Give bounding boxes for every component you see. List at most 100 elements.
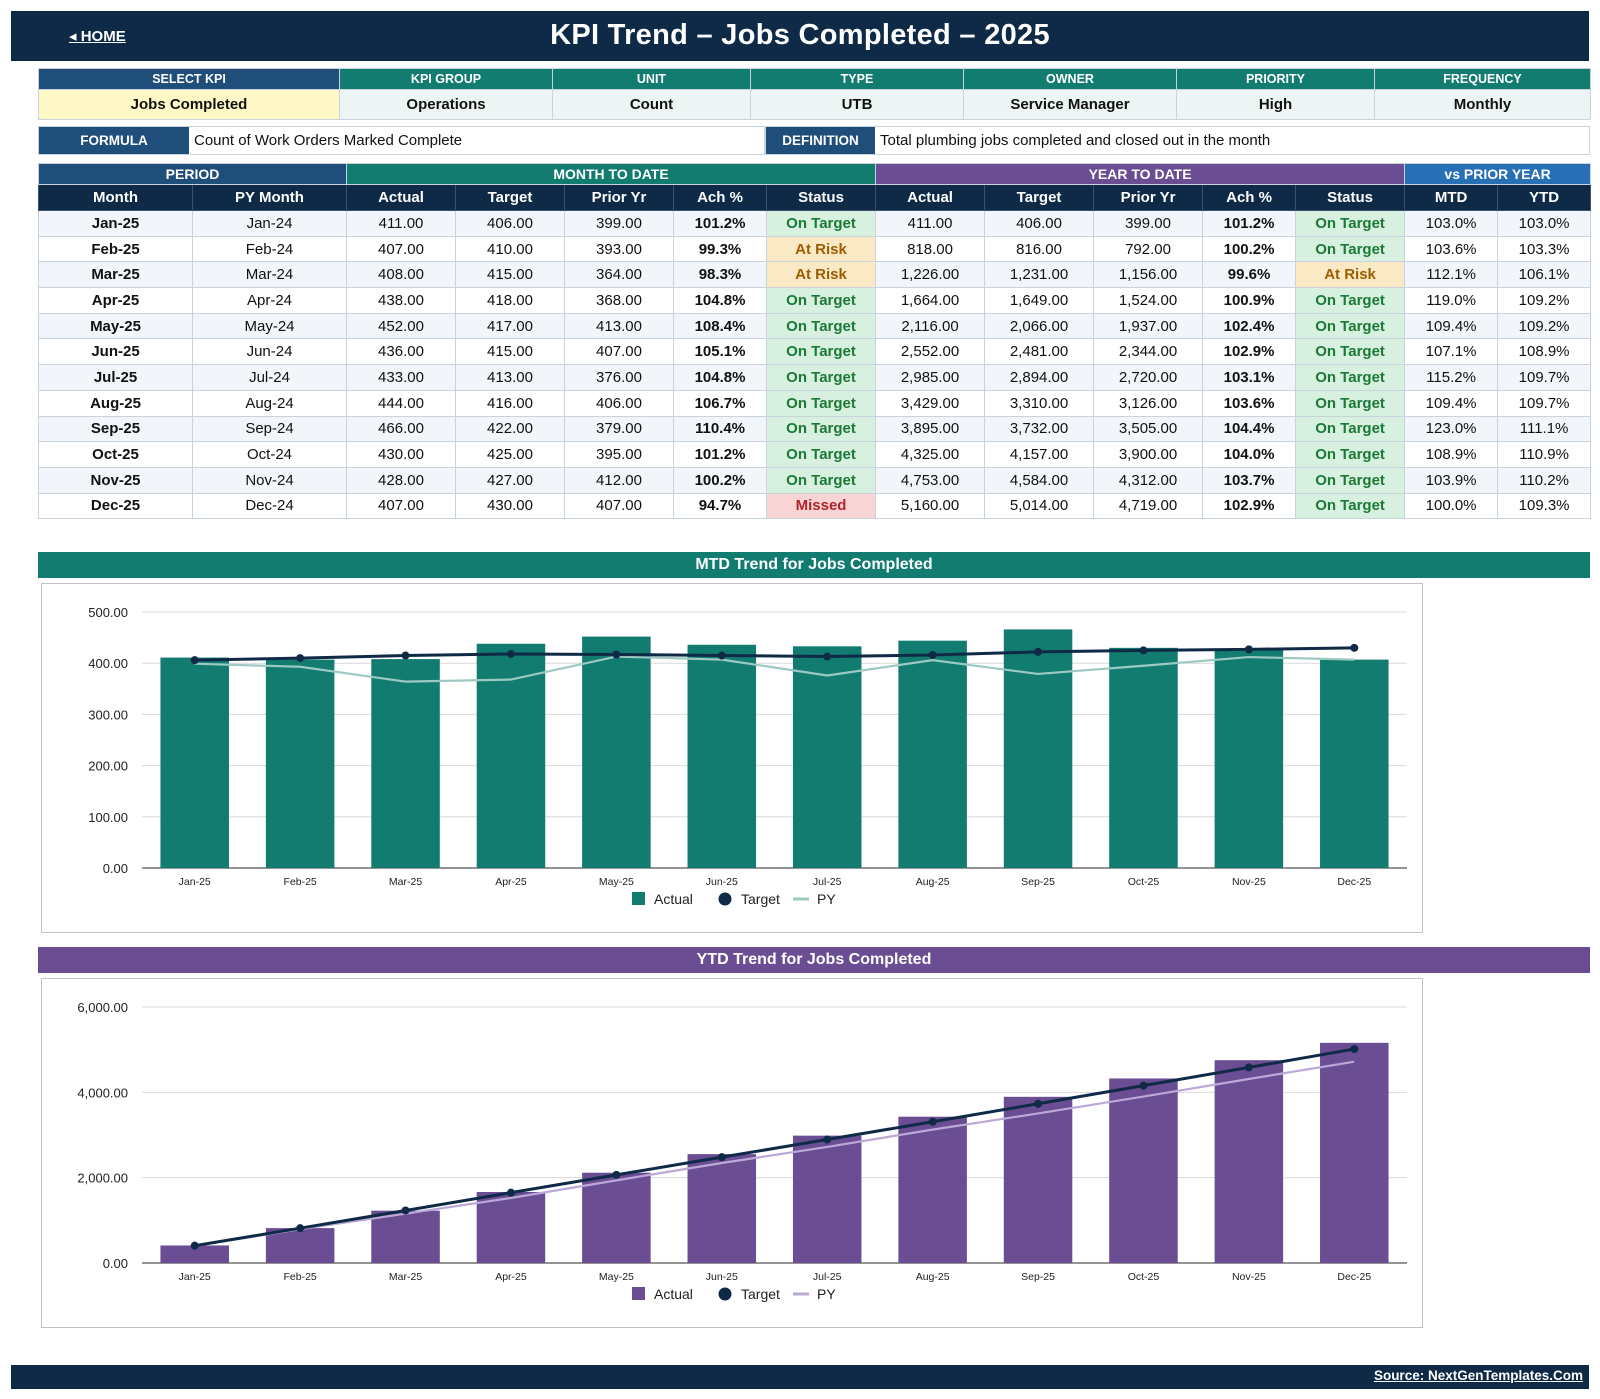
cell-ytd-target: 3,310.00	[984, 389, 1095, 417]
cell-ytd-status: On Target	[1295, 287, 1406, 314]
cell-py-month: Nov-24	[192, 466, 347, 494]
mtd-chart-svg: 0.00 100.00 200.00 300.00 400.00 500.00 Jan-25…	[88, 605, 1407, 907]
cell-ytd-status: At Risk	[1295, 261, 1406, 289]
cell-mtd-ach: 105.1%	[673, 338, 767, 366]
legend-target-swatch	[718, 1287, 732, 1301]
table-row: Dec-25 Dec-24 407.00 430.00 407.00 94.7% Misse…	[38, 492, 1592, 520]
col-header-month: Month	[38, 184, 193, 211]
cell-mtd-target: 427.00	[455, 466, 565, 494]
cell-mtd-target: 415.00	[455, 261, 565, 289]
cell-mtd-prior-yr: 368.00	[564, 287, 674, 314]
cell-py-month: May-24	[192, 312, 347, 340]
point-target	[401, 651, 410, 660]
cell-vs-py-ytd: 103.0%	[1497, 210, 1592, 237]
group-mtd: MONTH TO DATE	[345, 163, 877, 185]
bar-actual	[1003, 629, 1073, 868]
x-tick-label: Feb-25	[283, 1271, 316, 1283]
cell-ytd-prior-yr: 1,937.00	[1093, 312, 1204, 340]
cell-ytd-ach: 99.6%	[1202, 261, 1297, 289]
cell-py-month: Mar-24	[192, 261, 347, 289]
cell-py-month: Jun-24	[192, 338, 347, 366]
cell-ytd-target: 4,584.00	[984, 466, 1095, 494]
cell-mtd-prior-yr: 412.00	[564, 466, 674, 494]
cell-ytd-ach: 103.7%	[1202, 466, 1297, 494]
cell-ytd-ach: 102.9%	[1202, 492, 1297, 520]
cell-py-month: Jan-24	[192, 210, 347, 237]
bar-actual	[1320, 1042, 1389, 1263]
kpi-select-dropdown[interactable]: Jobs Completed	[38, 89, 340, 120]
y-tick-label: 100.00	[88, 810, 128, 825]
bar-actual	[1214, 1060, 1284, 1263]
cell-mtd-prior-yr: 395.00	[564, 441, 674, 468]
footer-bar: Source: NextGenTemplates.Com	[11, 1365, 1589, 1389]
cell-vs-py-mtd: 112.1%	[1404, 261, 1499, 289]
source-link[interactable]: Source: NextGenTemplates.Com	[1373, 1368, 1583, 1383]
x-tick-label: Jul-25	[813, 1271, 842, 1283]
kpi-group-header: KPI GROUP	[339, 68, 553, 90]
cell-ytd-prior-yr: 792.00	[1093, 235, 1204, 263]
group-vs-prior-year: vs PRIOR YEAR	[1404, 163, 1592, 185]
cell-vs-py-mtd: 119.0%	[1404, 287, 1499, 314]
line-target	[194, 1047, 1355, 1248]
col-header-mtd-target: Target	[455, 184, 565, 211]
bar-actual	[582, 636, 651, 868]
cell-ytd-status: On Target	[1295, 312, 1406, 340]
formula-label: FORMULA	[39, 127, 189, 154]
cell-ytd-prior-yr: 1,156.00	[1093, 261, 1204, 289]
cell-ytd-target: 816.00	[984, 235, 1095, 263]
cell-month: Sep-25	[38, 415, 193, 443]
cell-vs-py-ytd: 111.1%	[1497, 415, 1592, 443]
cell-mtd-prior-yr: 407.00	[564, 492, 674, 520]
point-target	[296, 1224, 305, 1233]
table-row: Nov-25 Nov-24 428.00 427.00 412.00 100.2% On T…	[38, 466, 1592, 494]
cell-mtd-ach: 99.3%	[673, 235, 767, 263]
cell-vs-py-mtd: 108.9%	[1404, 441, 1499, 468]
cell-vs-py-ytd: 106.1%	[1497, 261, 1592, 289]
cell-ytd-status: On Target	[1295, 389, 1406, 417]
cell-vs-py-ytd: 110.2%	[1497, 466, 1592, 494]
bar-actual	[1109, 1078, 1178, 1263]
cell-mtd-status: On Target	[765, 389, 877, 417]
cell-mtd-ach: 110.4%	[673, 415, 767, 443]
cell-vs-py-mtd: 115.2%	[1404, 364, 1499, 391]
cell-ytd-prior-yr: 3,900.00	[1093, 441, 1204, 468]
cell-ytd-status: On Target	[1295, 466, 1406, 494]
cell-mtd-actual: 433.00	[346, 364, 456, 391]
cell-mtd-actual: 407.00	[346, 492, 456, 520]
cell-ytd-status: On Target	[1295, 235, 1406, 263]
cell-mtd-prior-yr: 376.00	[564, 364, 674, 391]
bar-actual	[476, 643, 546, 868]
x-tick-label: Nov-25	[1232, 876, 1266, 888]
y-tick-label: 500.00	[88, 605, 128, 620]
cell-mtd-ach: 104.8%	[673, 364, 767, 391]
legend-target-swatch	[718, 892, 732, 906]
cell-mtd-status: On Target	[765, 210, 877, 237]
cell-month: May-25	[38, 312, 193, 340]
cell-ytd-ach: 103.6%	[1202, 389, 1297, 417]
point-target	[928, 1117, 937, 1126]
y-tick-label: 0.00	[103, 861, 128, 876]
x-tick-label: Mar-25	[389, 876, 422, 888]
home-link[interactable]: ◂ HOME	[69, 28, 126, 45]
cell-ytd-prior-yr: 2,344.00	[1093, 338, 1204, 366]
point-target	[1139, 1081, 1148, 1090]
point-target	[1244, 1063, 1253, 1072]
x-tick-label: Jan-25	[179, 1271, 211, 1283]
cell-month: Jan-25	[38, 210, 193, 237]
cell-ytd-target: 1,231.00	[984, 261, 1095, 289]
unit-header: UNIT	[552, 68, 751, 90]
cell-ytd-ach: 104.0%	[1202, 441, 1297, 468]
cell-mtd-target: 425.00	[455, 441, 565, 468]
cell-mtd-actual: 430.00	[346, 441, 456, 468]
point-target	[823, 652, 832, 661]
cell-mtd-target: 430.00	[455, 492, 565, 520]
cell-mtd-ach: 106.7%	[673, 389, 767, 417]
cell-ytd-prior-yr: 1,524.00	[1093, 287, 1204, 314]
cell-vs-py-ytd: 108.9%	[1497, 338, 1592, 366]
ytd-chart-svg: 0.00 2,000.00 4,000.00 6,000.00 Jan-25 Feb-25…	[77, 1000, 1407, 1302]
cell-mtd-ach: 101.2%	[673, 441, 767, 468]
cell-py-month: Oct-24	[192, 441, 347, 468]
cell-mtd-status: On Target	[765, 415, 877, 443]
cell-month: Feb-25	[38, 235, 193, 263]
cell-mtd-ach: 94.7%	[673, 492, 767, 520]
